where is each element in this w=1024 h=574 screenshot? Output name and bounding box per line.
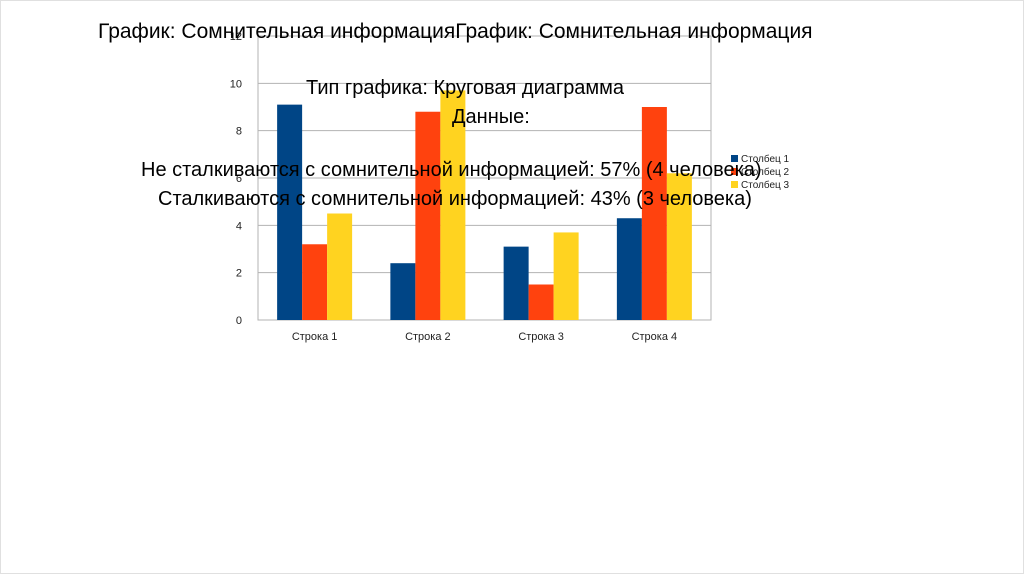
bar — [503, 246, 529, 320]
y-tick-label: 8 — [236, 126, 242, 138]
bar — [440, 90, 466, 320]
y-tick-label: 0 — [236, 315, 242, 327]
y-tick-label: 4 — [236, 220, 242, 232]
legend-swatch — [731, 155, 738, 162]
x-category-label: Строка 4 — [632, 331, 678, 343]
x-category-label: Строка 1 — [292, 331, 338, 343]
slide-title: График: Сомнительная информацияГрафик: С… — [98, 20, 813, 43]
bar — [666, 173, 692, 320]
x-category-label: Строка 3 — [518, 331, 564, 343]
y-tick-label: 12 — [230, 31, 242, 43]
x-category-label: Строка 2 — [405, 331, 451, 343]
legend-label: Столбец 1 — [741, 153, 790, 165]
bar — [616, 218, 642, 320]
axes: 0 2 4 6 8 10 12 Строка 1 Строка 2 Строка 3 Строка … — [230, 31, 677, 343]
legend-swatch — [731, 181, 738, 188]
chart-type-line: Тип графика: Круговая диаграмма — [306, 77, 625, 99]
bar — [277, 104, 303, 320]
bar — [302, 244, 328, 320]
bar — [528, 284, 554, 320]
bar — [327, 213, 353, 320]
legend-label: Столбец 3 — [741, 179, 790, 191]
bar — [641, 107, 667, 320]
bar — [390, 263, 416, 320]
bar — [553, 232, 579, 320]
y-tick-label: 2 — [236, 268, 242, 280]
legend-swatch — [731, 168, 738, 175]
legend-label: Столбец 2 — [741, 166, 790, 178]
stat-line-encounter: Сталкиваются с сомнительной информацией:… — [158, 188, 752, 210]
data-heading: Данные: — [452, 106, 530, 128]
stat-line-not-encounter: Не сталкиваются с сомнительной информаци… — [141, 159, 762, 181]
y-tick-label: 10 — [230, 78, 242, 90]
bar — [415, 111, 441, 320]
bars — [277, 90, 692, 320]
y-tick-label: 6 — [236, 173, 242, 185]
